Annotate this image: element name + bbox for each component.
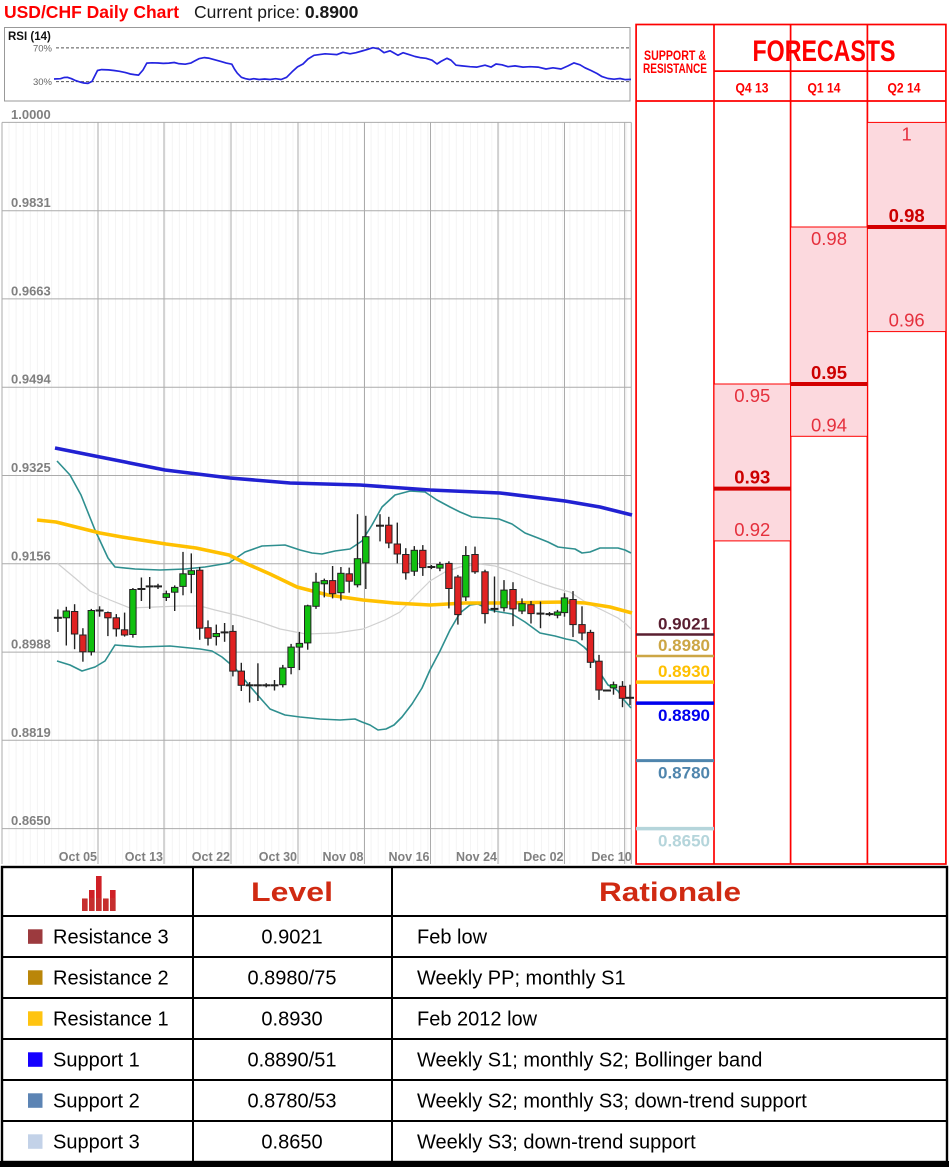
svg-text:Weekly S1; monthly S2; Bolling: Weekly S1; monthly S2; Bollinger band [417,1050,762,1072]
svg-text:0.8890/51: 0.8890/51 [248,1050,337,1072]
svg-text:0.94: 0.94 [811,414,847,435]
svg-text:0.8988: 0.8988 [11,637,51,652]
svg-text:0.9021: 0.9021 [658,615,710,634]
svg-text:0.8930: 0.8930 [658,662,710,681]
svg-text:0.8780/53: 0.8780/53 [248,1091,337,1113]
svg-text:Q1 14: Q1 14 [808,81,841,96]
svg-text:0.9156: 0.9156 [11,548,51,563]
svg-text:0.9325: 0.9325 [11,460,51,475]
svg-text:FORECASTS: FORECASTS [753,35,896,68]
svg-text:0.95: 0.95 [811,362,847,383]
svg-text:0.9494: 0.9494 [11,372,52,387]
svg-text:0.8650: 0.8650 [658,832,710,851]
svg-text:RSI (14): RSI (14) [8,31,51,43]
svg-text:1: 1 [902,123,912,144]
svg-text:Resistance 2: Resistance 2 [53,968,169,990]
svg-text:0.95: 0.95 [734,385,770,406]
svg-text:Level: Level [251,877,333,907]
svg-text:Current price: 0.8900: Current price: 0.8900 [194,2,359,22]
svg-text:SUPPORT &: SUPPORT & [644,48,706,63]
svg-text:Resistance 1: Resistance 1 [53,1009,169,1031]
svg-text:Weekly PP; monthly S1: Weekly PP; monthly S1 [417,968,626,990]
svg-text:Feb 2012 low: Feb 2012 low [417,1009,538,1031]
svg-text:Oct 05: Oct 05 [59,850,97,864]
svg-text:0.92: 0.92 [734,519,770,540]
svg-text:0.9021: 0.9021 [261,927,322,949]
svg-text:0.96: 0.96 [889,310,925,331]
svg-text:Nov 24: Nov 24 [456,850,497,864]
svg-text:Oct 30: Oct 30 [259,850,297,864]
svg-text:0.9831: 0.9831 [11,195,51,210]
svg-text:Resistance 3: Resistance 3 [53,927,169,949]
svg-text:Nov 08: Nov 08 [323,850,364,864]
svg-text:0.93: 0.93 [734,467,770,488]
svg-text:0.8780: 0.8780 [658,764,710,783]
svg-text:Q2 14: Q2 14 [888,81,921,96]
svg-text:Rationale: Rationale [599,877,741,907]
svg-text:USD/CHF Daily Chart: USD/CHF Daily Chart [4,2,179,22]
svg-text:0.8890: 0.8890 [658,706,710,725]
svg-text:0.8650: 0.8650 [11,813,51,828]
svg-text:30%: 30% [33,77,53,88]
svg-text:Q4 13: Q4 13 [736,81,769,96]
svg-text:Support 1: Support 1 [53,1050,140,1072]
svg-text:0.9663: 0.9663 [11,283,51,298]
svg-text:Dec 10: Dec 10 [591,850,631,864]
svg-text:0.98: 0.98 [811,228,847,249]
svg-text:Nov 16: Nov 16 [389,850,430,864]
svg-text:Weekly S2; monthly S3; down-tr: Weekly S2; monthly S3; down-trend suppor… [417,1091,807,1113]
svg-text:Oct 13: Oct 13 [125,850,163,864]
svg-text:Feb low: Feb low [417,927,488,949]
svg-text:0.98: 0.98 [889,205,925,226]
svg-text:0.8980: 0.8980 [658,636,710,655]
svg-text:70%: 70% [33,44,53,55]
svg-text:Support 3: Support 3 [53,1132,140,1154]
svg-text:Oct 22: Oct 22 [192,850,230,864]
svg-text:0.8650: 0.8650 [261,1132,322,1154]
svg-text:RESISTANCE: RESISTANCE [643,61,707,76]
svg-text:1.0000: 1.0000 [11,107,51,122]
svg-text:Support 2: Support 2 [53,1091,140,1113]
svg-text:Weekly S3; down-trend support: Weekly S3; down-trend support [417,1132,696,1154]
svg-text:0.8930: 0.8930 [261,1009,322,1031]
svg-text:Dec 02: Dec 02 [523,850,563,864]
svg-text:0.8819: 0.8819 [11,725,51,740]
svg-text:0.8980/75: 0.8980/75 [248,968,337,990]
